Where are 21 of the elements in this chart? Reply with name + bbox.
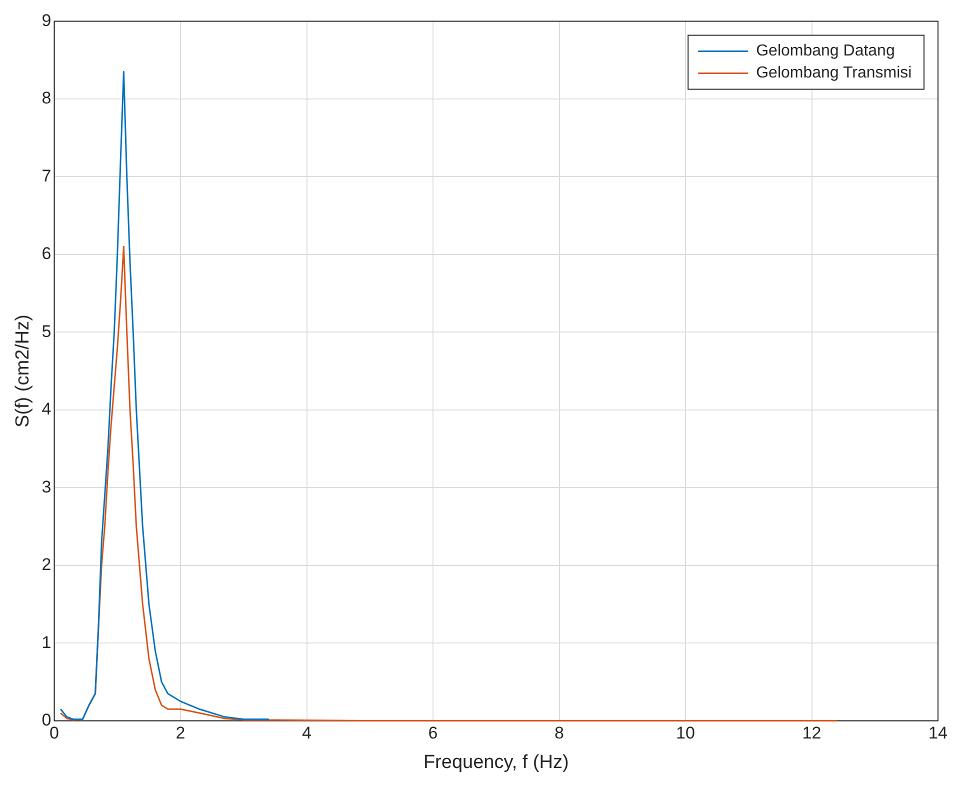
y-tick-label: 8	[42, 88, 52, 108]
y-tick-label: 5	[42, 322, 52, 341]
x-tick-label: 2	[176, 724, 186, 743]
y-tick-label: 7	[42, 166, 52, 186]
y-tick-label: 2	[42, 555, 52, 574]
y-tick-label: 3	[42, 477, 52, 496]
x-tick-label: 6	[428, 724, 438, 743]
y-tick-label: 9	[42, 10, 52, 30]
y-tick-label: 0	[42, 710, 52, 730]
y-tick-label: 6	[42, 244, 52, 264]
x-axis-title: Frequency, f (Hz)	[423, 752, 569, 773]
y-tick-label: 4	[42, 400, 52, 419]
y-tick-label: 1	[42, 632, 52, 652]
x-tick-label: 12	[802, 724, 822, 743]
x-tick-label: 8	[554, 724, 564, 743]
legend-label: Gelombang Datang	[756, 42, 895, 60]
x-tick-label: 10	[676, 724, 695, 743]
x-tick-label: 14	[928, 724, 948, 743]
y-axis-title: S(f) (cm2/Hz)	[12, 314, 34, 428]
x-tick-label: 4	[302, 724, 312, 743]
legend-label: Gelombang Transmisi	[756, 64, 912, 82]
